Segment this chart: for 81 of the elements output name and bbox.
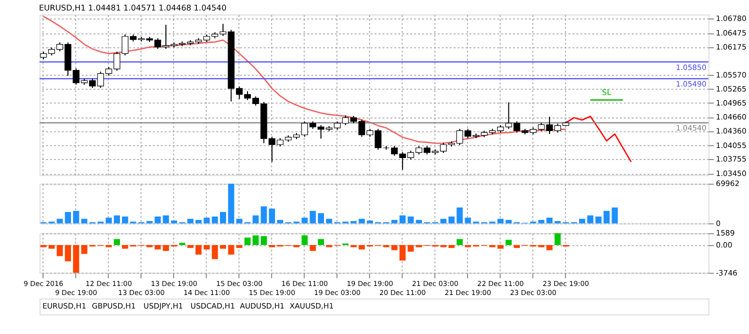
bar: [318, 213, 324, 224]
bar: [195, 220, 202, 224]
bar: [612, 207, 618, 224]
bar: [595, 216, 602, 224]
bar: [546, 218, 553, 224]
bar: [252, 235, 259, 245]
bar: [81, 245, 88, 254]
bar: [244, 238, 251, 245]
chart-title: EURUSD,H1 1.04481 1.04571 1.04468 1.04540: [38, 4, 226, 13]
bar: [154, 245, 161, 250]
bar: [554, 233, 561, 245]
bar: [56, 245, 63, 256]
bar: [546, 245, 553, 250]
bar: [212, 216, 218, 224]
bar: [122, 245, 128, 249]
bar: [318, 239, 324, 245]
bar: [456, 239, 463, 245]
bar: [497, 245, 504, 249]
bar: [408, 216, 414, 224]
bar: [448, 216, 455, 224]
bar: [358, 218, 365, 224]
bar: [106, 218, 112, 224]
bar: [587, 215, 594, 224]
bar: [162, 245, 169, 251]
bar: [260, 236, 267, 245]
bar: [236, 218, 242, 224]
bar: [56, 218, 63, 224]
bar: [310, 245, 316, 251]
bar: [604, 210, 610, 224]
bar: [456, 207, 463, 224]
bar: [228, 184, 234, 224]
bar: [154, 216, 161, 224]
bar: [302, 218, 308, 224]
bar: [506, 220, 512, 224]
bar: [260, 206, 267, 224]
bar: [64, 245, 71, 262]
bar: [391, 220, 398, 224]
bar: [277, 220, 284, 224]
bar: [204, 218, 210, 224]
bar: [187, 245, 194, 248]
bar: [408, 245, 414, 252]
bar: [448, 245, 455, 248]
bar: [391, 245, 398, 250]
bar: [416, 220, 422, 224]
bar: [114, 239, 120, 245]
bar: [310, 210, 316, 224]
bar: [579, 218, 586, 224]
bar: [48, 245, 55, 249]
bar: [220, 212, 226, 224]
bar: [220, 245, 226, 249]
bar: [326, 218, 332, 224]
bar: [64, 212, 71, 224]
bar: [162, 215, 169, 224]
bar: [366, 220, 373, 224]
line-series: [42, 16, 566, 144]
bar: [400, 215, 406, 224]
series-label: SL: [602, 88, 612, 98]
bar: [73, 245, 80, 273]
bar: [400, 245, 406, 261]
bar: [268, 208, 276, 224]
bar: [204, 245, 210, 250]
bar: [187, 218, 194, 224]
bar: [212, 245, 218, 260]
bar: [514, 245, 520, 248]
bar: [195, 245, 202, 255]
bar: [73, 210, 80, 224]
bar: [464, 218, 471, 224]
bar: [497, 218, 504, 224]
bar: [252, 215, 259, 224]
bar: [302, 235, 308, 245]
bar: [122, 216, 128, 224]
bar: [358, 245, 365, 250]
bar: [236, 245, 242, 248]
bar: [81, 218, 88, 224]
bar: [228, 245, 234, 255]
bar: [538, 220, 544, 224]
bar: [170, 220, 178, 224]
line-series: [565, 116, 632, 162]
bar: [440, 218, 446, 224]
bar: [506, 240, 512, 245]
bar: [114, 215, 120, 224]
